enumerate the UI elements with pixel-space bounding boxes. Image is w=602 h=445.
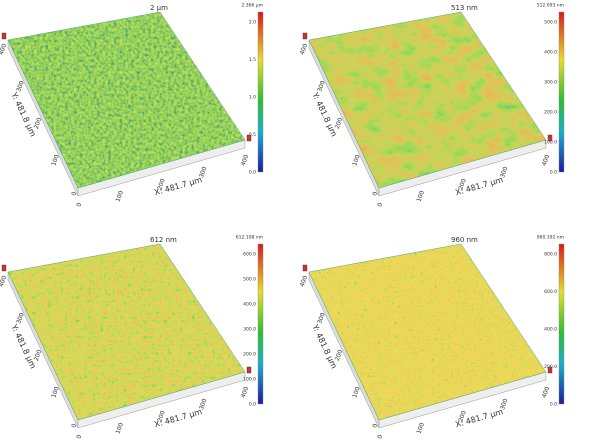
axis-triad xyxy=(302,264,308,272)
x-tick-label: 200 xyxy=(457,410,468,423)
y-tick-label: 200 xyxy=(334,117,345,130)
y-tick-label: 300 xyxy=(15,80,26,93)
x-tick-label: 300 xyxy=(198,166,209,179)
surface-edge xyxy=(7,243,246,421)
colorbar-tick: 2.0 xyxy=(249,20,256,26)
colorbar-tick: 300.0 xyxy=(544,80,557,86)
colorbar-tick: 1.5 xyxy=(249,57,256,63)
y-tick-label: 100 xyxy=(50,154,61,167)
colorbar-tick: 500.0 xyxy=(243,277,256,283)
y-tick-label: 200 xyxy=(334,349,345,362)
colorbar-tick: 600.0 xyxy=(544,289,557,295)
axis-triad xyxy=(246,134,252,142)
colorbar-tick: 0.0 xyxy=(249,170,256,176)
colorbar-tick: 100.0 xyxy=(544,140,557,146)
colorbar-max: 512.093 nm xyxy=(537,3,564,9)
y-tick-label: 300 xyxy=(15,312,26,325)
y-tick-label: 400 xyxy=(0,275,8,288)
surface-panel: 612 nm 612.108 nm 600.0 500.0 400.0 300.0 200.… xyxy=(0,235,264,440)
colorbar-tick: 400.0 xyxy=(544,50,557,56)
x-tick-label: 200 xyxy=(457,178,468,191)
surface xyxy=(309,244,546,420)
colorbar-max: 612.108 nm xyxy=(236,235,263,241)
x-tick-label: 300 xyxy=(499,166,510,179)
y-tick-label: 200 xyxy=(33,117,44,130)
colorbar xyxy=(558,11,565,173)
axis-triad xyxy=(302,32,308,40)
y-tick-label: 0 xyxy=(70,191,78,197)
colorbar-max: 960.392 nm xyxy=(537,235,564,241)
x-tick-label: 400 xyxy=(240,386,251,399)
colorbar xyxy=(558,243,565,405)
x-tick-label: 0 xyxy=(75,434,83,440)
height-label: 960 nm xyxy=(451,236,478,244)
x-tick-label: 100 xyxy=(416,190,427,203)
axis-triad xyxy=(547,134,553,142)
surface xyxy=(309,12,546,188)
x-tick-label: 400 xyxy=(541,386,552,399)
height-label: 513 nm xyxy=(451,4,478,12)
axis-triad xyxy=(246,366,252,374)
y-tick-label: 400 xyxy=(299,43,310,56)
surface xyxy=(8,244,245,420)
y-tick-label: 300 xyxy=(316,312,327,325)
y-tick-label: 0 xyxy=(371,191,379,197)
x-tick-label: 400 xyxy=(541,154,552,167)
y-tick-label: 400 xyxy=(299,275,310,288)
surface-edge xyxy=(308,11,547,189)
x-tick-label: 100 xyxy=(115,190,126,203)
x-tick-label: 100 xyxy=(115,422,126,435)
surface-panel: 513 nm 512.093 nm 500.0 400.0 300.0 200.0 100.… xyxy=(299,3,565,208)
x-tick-label: 200 xyxy=(156,410,167,423)
axis-triad xyxy=(1,264,7,272)
colorbar-max: 2.366 µm xyxy=(241,3,263,9)
height-label: 612 nm xyxy=(150,236,177,244)
colorbar-tick: 0.5 xyxy=(249,132,256,138)
colorbar-tick: 0.0 xyxy=(550,402,557,408)
surface-panel: 2 µm 2.366 µm 2.0 1.5 1.0 0.5 0.0 0 100 200 300 400… xyxy=(0,3,264,208)
surface xyxy=(8,12,245,188)
colorbar-tick: 100.0 xyxy=(243,377,256,383)
y-tick-label: 200 xyxy=(33,349,44,362)
x-tick-label: 0 xyxy=(376,202,384,208)
surface-edge xyxy=(308,243,547,421)
x-tick-label: 300 xyxy=(499,398,510,411)
colorbar-tick: 1.0 xyxy=(249,95,256,101)
colorbar-tick: 400.0 xyxy=(243,302,256,308)
colorbar-tick: 500.0 xyxy=(544,20,557,26)
axis-triad xyxy=(547,366,553,374)
colorbar-tick: 200.0 xyxy=(243,352,256,358)
colorbar-tick: 200.0 xyxy=(544,110,557,116)
y-tick-label: 100 xyxy=(50,386,61,399)
colorbar-tick: 0.0 xyxy=(249,402,256,408)
y-tick-label: 100 xyxy=(351,154,362,167)
surface-edge xyxy=(7,11,246,189)
y-tick-label: 300 xyxy=(316,80,327,93)
colorbar-tick: 0.0 xyxy=(550,170,557,176)
colorbar-tick: 600.0 xyxy=(243,252,256,258)
x-tick-label: 200 xyxy=(156,178,167,191)
colorbar-tick: 400.0 xyxy=(544,327,557,333)
colorbar xyxy=(257,243,264,405)
x-tick-label: 300 xyxy=(198,398,209,411)
y-tick-label: 0 xyxy=(371,423,379,429)
x-tick-label: 400 xyxy=(240,154,251,167)
y-tick-label: 400 xyxy=(0,43,8,56)
height-label: 2 µm xyxy=(150,4,168,12)
colorbar xyxy=(257,11,264,173)
y-tick-label: 0 xyxy=(70,423,78,429)
axis-triad xyxy=(1,32,7,40)
colorbar-tick: 300.0 xyxy=(243,327,256,333)
colorbar-tick: 800.0 xyxy=(544,252,557,258)
x-tick-label: 100 xyxy=(416,422,427,435)
y-tick-label: 100 xyxy=(351,386,362,399)
x-tick-label: 0 xyxy=(376,434,384,440)
x-tick-label: 0 xyxy=(75,202,83,208)
